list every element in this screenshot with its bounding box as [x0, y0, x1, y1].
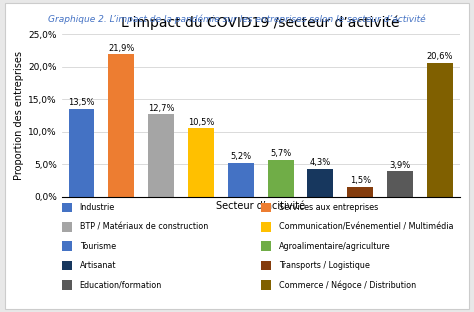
Text: Commerce / Négoce / Distribution: Commerce / Négoce / Distribution: [279, 280, 416, 290]
Text: Agroalimentaire/agriculture: Agroalimentaire/agriculture: [279, 242, 390, 251]
Text: Graphique 2. L’impact de la pandémie sur les entreprises selon le secteur d’acti: Graphique 2. L’impact de la pandémie sur…: [48, 14, 426, 23]
Text: Communication/Evénementiel / Multimédia: Communication/Evénementiel / Multimédia: [279, 222, 453, 231]
Text: 21,9%: 21,9%: [108, 44, 135, 53]
Text: 5,7%: 5,7%: [270, 149, 291, 158]
Text: Industrie: Industrie: [80, 203, 115, 212]
Text: Education/formation: Education/formation: [80, 280, 162, 289]
Bar: [148, 114, 174, 197]
Text: 10,5%: 10,5%: [188, 118, 214, 127]
Bar: [228, 163, 254, 197]
Text: 12,7%: 12,7%: [148, 104, 174, 113]
X-axis label: Secteur d’acitivité: Secteur d’acitivité: [216, 201, 305, 211]
Text: 4,3%: 4,3%: [310, 158, 331, 167]
Text: 20,6%: 20,6%: [427, 52, 453, 61]
Bar: [109, 54, 134, 197]
Text: Services aux entreprises: Services aux entreprises: [279, 203, 378, 212]
Bar: [387, 171, 413, 197]
Y-axis label: Proportion des entreprises: Proportion des entreprises: [14, 51, 24, 180]
Text: 1,5%: 1,5%: [350, 176, 371, 185]
Text: Tourisme: Tourisme: [80, 242, 116, 251]
Text: 13,5%: 13,5%: [68, 98, 95, 107]
Bar: [268, 159, 293, 197]
Bar: [347, 187, 373, 197]
Text: 5,2%: 5,2%: [230, 152, 251, 161]
Text: BTP / Matériaux de construction: BTP / Matériaux de construction: [80, 222, 208, 231]
Text: Artisanat: Artisanat: [80, 261, 116, 270]
Text: Transports / Logistique: Transports / Logistique: [279, 261, 370, 270]
Text: 3,9%: 3,9%: [390, 161, 410, 170]
Bar: [308, 169, 333, 197]
Bar: [188, 129, 214, 197]
Bar: [69, 109, 94, 197]
Title: L'impact du COVID19 /secteur d’activité: L'impact du COVID19 /secteur d’activité: [121, 16, 400, 30]
Bar: [427, 63, 453, 197]
